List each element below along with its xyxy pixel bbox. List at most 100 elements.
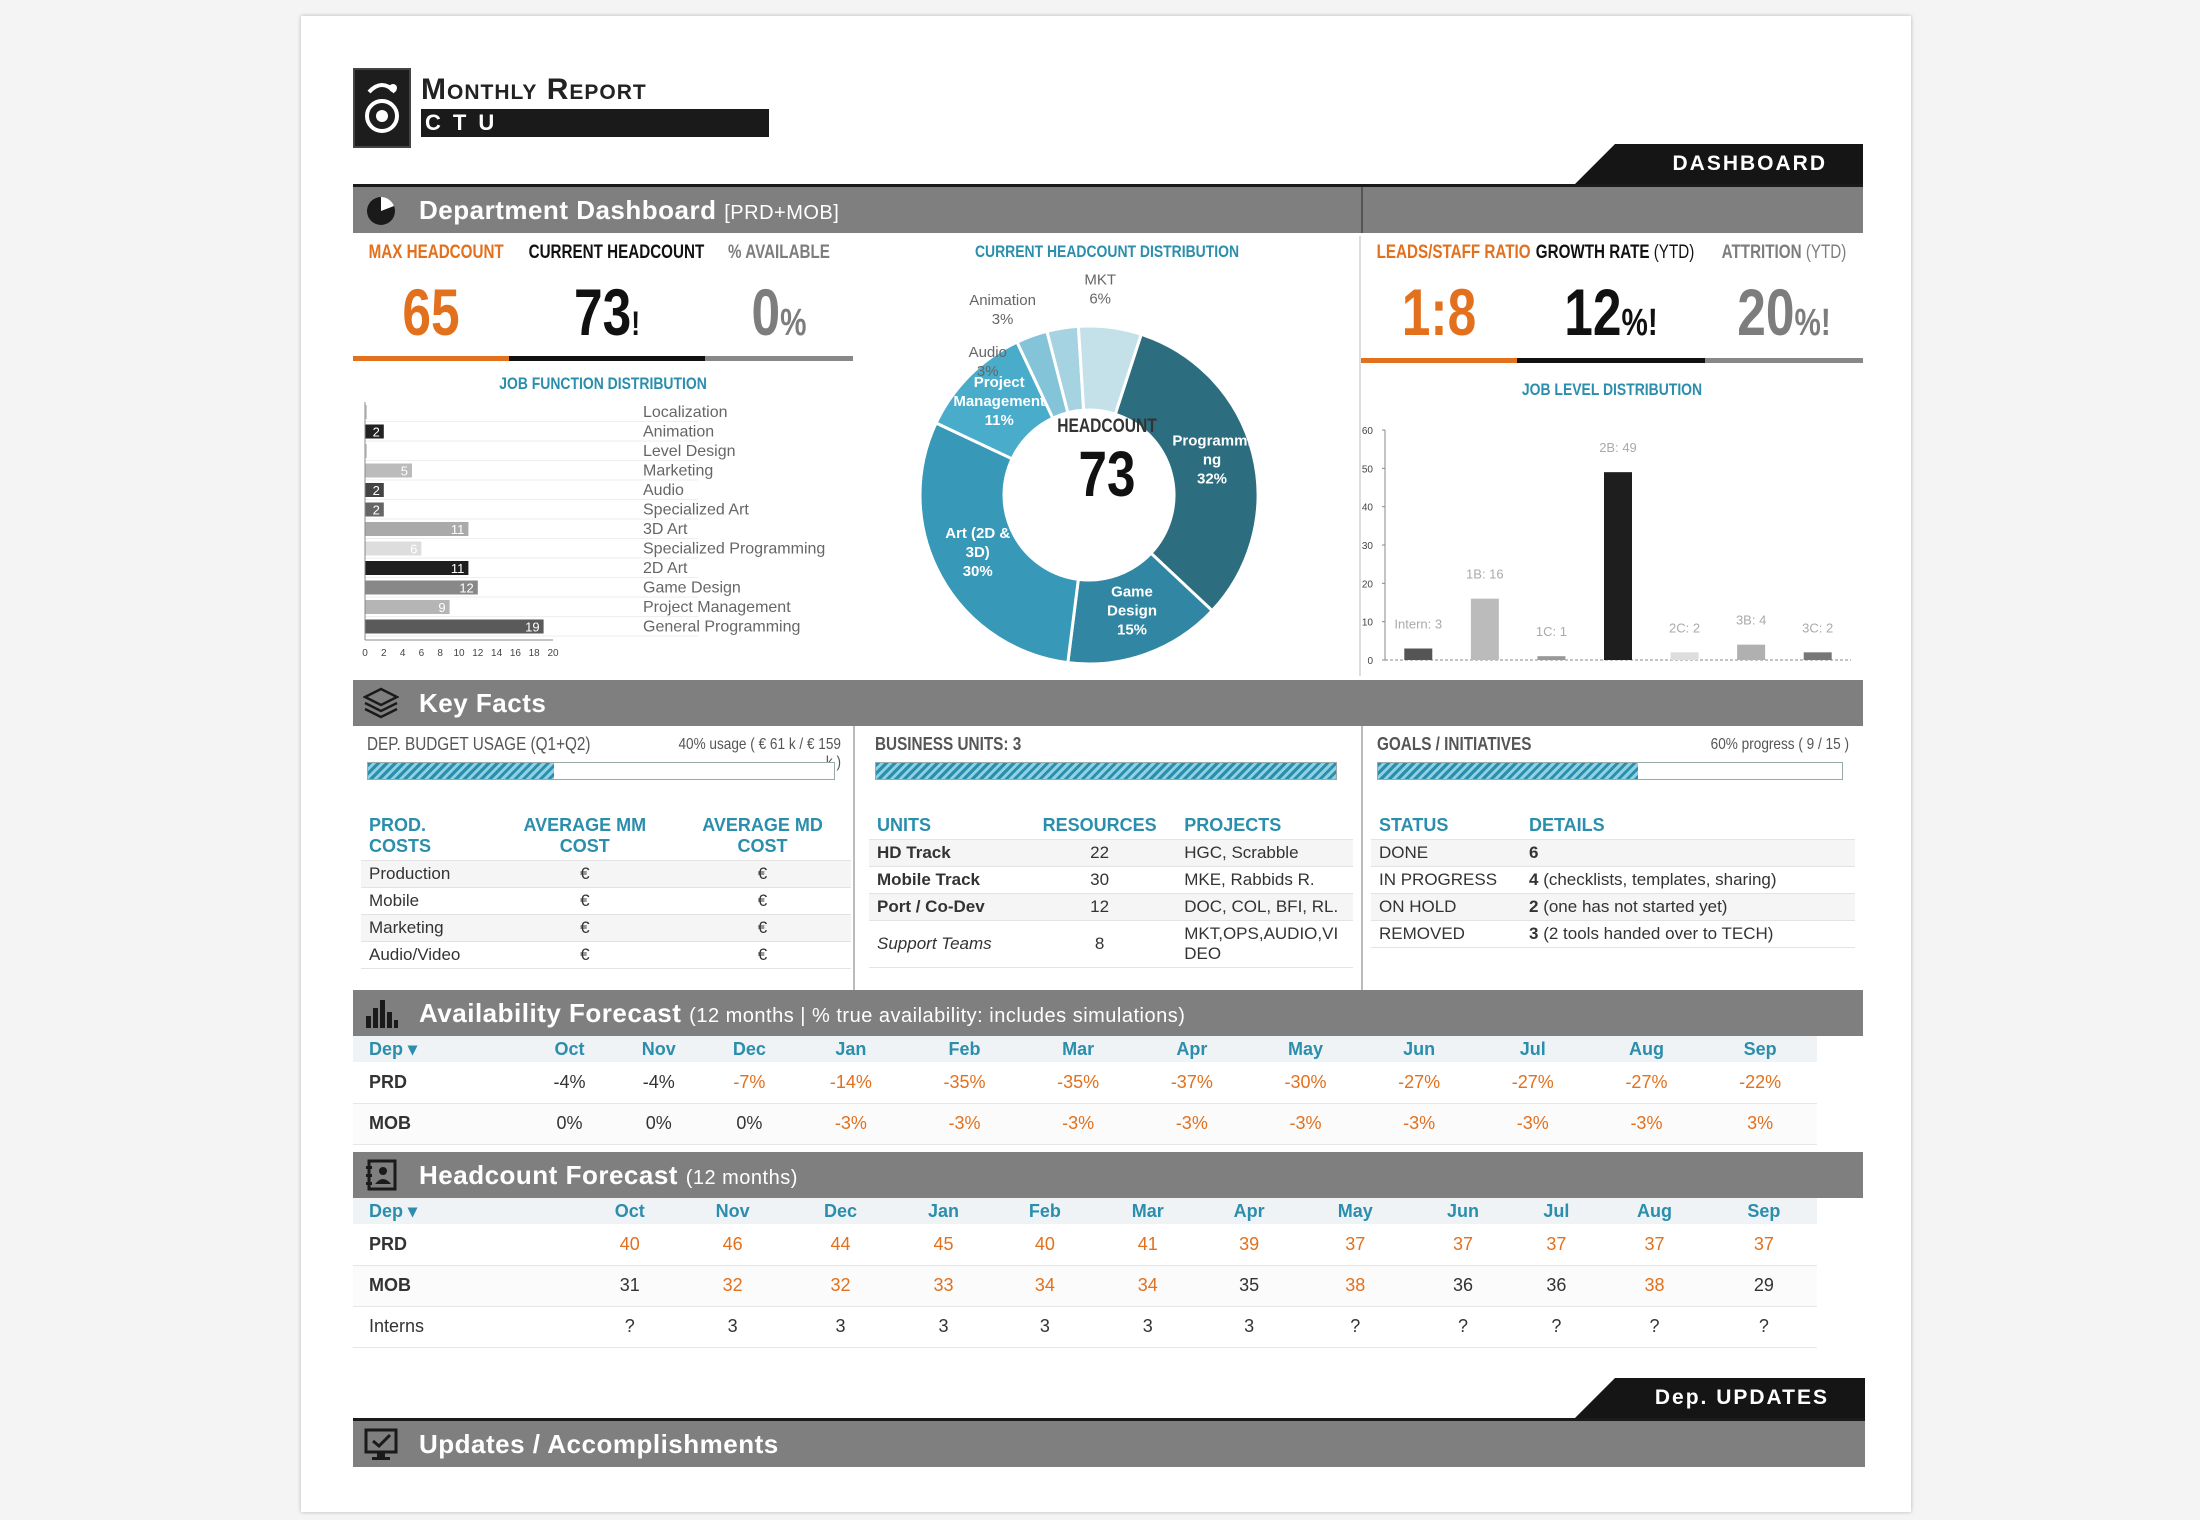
forecast-value: ? — [1298, 1306, 1412, 1348]
max-headcount-underline — [353, 356, 509, 361]
month-header: Jul — [1475, 1036, 1590, 1062]
status-row: IN PROGRESS 4 (checklists, templates, sha… — [1371, 866, 1855, 894]
jf-category-label: Marketing — [643, 463, 713, 480]
bar-chart-icon — [366, 1000, 398, 1028]
unit-name: HD Track — [869, 839, 1023, 867]
jl-bar — [1470, 598, 1499, 660]
budget-progress-fill — [368, 763, 555, 779]
forecast-row: MOB 31 32 32 33 34 34 35 38 36 36 38 29 — [353, 1265, 1817, 1307]
jl-data-label: 2C: 2 — [1669, 620, 1700, 635]
header-rule — [353, 184, 1863, 187]
units-row: Mobile Track 30 MKE, Rabbids R. — [869, 866, 1353, 894]
donut-slice-label: Game Design 15% — [1107, 583, 1157, 638]
status-header: DETAILS — [1521, 812, 1855, 840]
growth-value: 12%! — [1564, 275, 1658, 349]
forecast-value: 35 — [1199, 1265, 1299, 1307]
forecast-value: 3 — [677, 1306, 788, 1348]
forecast-value: 34 — [993, 1265, 1097, 1307]
jl-bar — [1604, 472, 1632, 660]
headcount-forecast-table: Dep ▾ Oct Nov Dec Jan Feb Mar Apr May Jun Jul Aug Se… — [353, 1198, 1817, 1348]
month-header: Jun — [1411, 1198, 1515, 1224]
forecast-value: -35% — [1021, 1062, 1135, 1104]
logo-icon — [353, 68, 411, 148]
department-scope: [PRD+MOB] — [724, 202, 840, 224]
available-underline — [705, 356, 853, 361]
units-row: HD Track 22 HGC, Scrabble — [869, 839, 1353, 867]
pie-chart-icon — [367, 197, 395, 225]
forecast-value: -3% — [1248, 1103, 1363, 1145]
forecast-value: 37 — [1298, 1224, 1412, 1266]
tab-dep-updates[interactable]: Dep. UPDATES — [1575, 1378, 1865, 1418]
costs-row: Production € € — [361, 860, 851, 888]
month-header: Sep — [1710, 1198, 1817, 1224]
forecast-value: 39 — [1199, 1224, 1299, 1266]
jf-bar — [365, 405, 367, 419]
forecast-value: -27% — [1362, 1062, 1476, 1104]
status-detail-text: (checklists, templates, sharing) — [1538, 870, 1777, 889]
forecast-row: PRD -4% -4% -7% -14% -35% -35% -37% -30% -27% -27%… — [353, 1062, 1817, 1104]
costs-cell: Marketing — [361, 914, 496, 942]
month-header: Apr — [1135, 1036, 1249, 1062]
jf-category-label: Specialized Programming — [643, 541, 825, 558]
jf-bar — [365, 541, 422, 556]
donut-slice — [1076, 324, 1144, 417]
month-header: Feb — [993, 1198, 1097, 1224]
forecast-value: 0% — [704, 1103, 795, 1145]
costs-row: Audio/Video € € — [361, 941, 851, 969]
jl-bar — [1537, 656, 1566, 660]
jf-category-label: General Programming — [643, 619, 800, 636]
status-count: 6 — [1529, 843, 1539, 862]
month-header: Mar — [1021, 1036, 1135, 1062]
leads-staff-underline — [1361, 358, 1517, 363]
job-level-title: JOB LEVEL DISTRIBUTION — [1521, 380, 1703, 399]
department-dashboard-title: Department Dashboard — [419, 195, 717, 225]
goals-progress — [1377, 762, 1843, 780]
unit-resources: 12 — [1022, 893, 1177, 921]
forecast-value: 37 — [1710, 1224, 1817, 1266]
status-row: REMOVED 3 (2 tools handed over to TECH) — [1371, 920, 1855, 948]
unit-projects: DOC, COL, BFI, RL. — [1176, 893, 1353, 921]
monitor-check-icon — [364, 1428, 398, 1460]
donut-center-value: 73 — [1078, 438, 1136, 510]
growth-underline — [1517, 358, 1705, 363]
growth-label: GROWTH RATE (YTD) — [1535, 242, 1695, 263]
costs-row: Mobile € € — [361, 887, 851, 915]
forecast-value: 3 — [787, 1306, 894, 1348]
units-row: Support Teams 8 MKT,OPS,AUDIO,VIDEO — [869, 920, 1353, 968]
jf-category-label: Audio — [643, 482, 684, 499]
forecast-value: 46 — [677, 1224, 788, 1266]
max-headcount-value: 65 — [402, 275, 460, 349]
job-function-chart: 0 Localization 2 Animation 0 Level Design 5 Mar… — [356, 402, 825, 659]
jf-bar — [365, 483, 384, 497]
month-header: Oct — [581, 1198, 678, 1224]
status-table: STATUS DETAILS DONE 6 IN PROGRESS 4 (checklis… — [1371, 812, 1855, 948]
tab-dashboard[interactable]: DASHBOARD — [1575, 144, 1863, 184]
layers-icon — [363, 687, 399, 719]
forecast-value: 40 — [993, 1224, 1097, 1266]
costs-cell: € — [495, 860, 675, 888]
attrition-underline — [1705, 358, 1863, 363]
status-name: REMOVED — [1371, 920, 1521, 948]
dep-filter-dropdown[interactable]: Dep ▾ — [353, 1036, 527, 1062]
forecast-value: 37 — [1514, 1224, 1599, 1266]
costs-cell: € — [495, 914, 675, 942]
jf-bar-label: 19 — [525, 620, 539, 635]
month-header: May — [1248, 1036, 1363, 1062]
updates-bar: Updates / Accomplishments — [353, 1421, 1865, 1467]
month-header: Jan — [794, 1036, 908, 1062]
status-detail: 2 (one has not started yet) — [1521, 893, 1855, 921]
jl-y-tick: 30 — [1362, 541, 1374, 552]
jf-bar-label: 2 — [373, 503, 380, 518]
jl-bar — [1670, 652, 1699, 660]
jf-category-label: 2D Art — [643, 560, 688, 577]
donut-center: HEADCOUNT 73 — [1045, 416, 1169, 510]
jf-bar-label: 2 — [373, 425, 380, 440]
dep-filter-dropdown[interactable]: Dep ▾ — [353, 1198, 582, 1224]
jf-x-tick: 20 — [547, 648, 559, 659]
forecast-value: 0% — [526, 1103, 613, 1145]
costs-header: AVERAGE MM COST — [495, 812, 675, 861]
jl-y-tick: 10 — [1362, 618, 1374, 629]
forecast-value: ? — [1514, 1306, 1599, 1348]
status-detail: 4 (checklists, templates, sharing) — [1521, 866, 1855, 894]
budget-label: DEP. BUDGET USAGE (Q1+Q2) — [367, 734, 591, 754]
